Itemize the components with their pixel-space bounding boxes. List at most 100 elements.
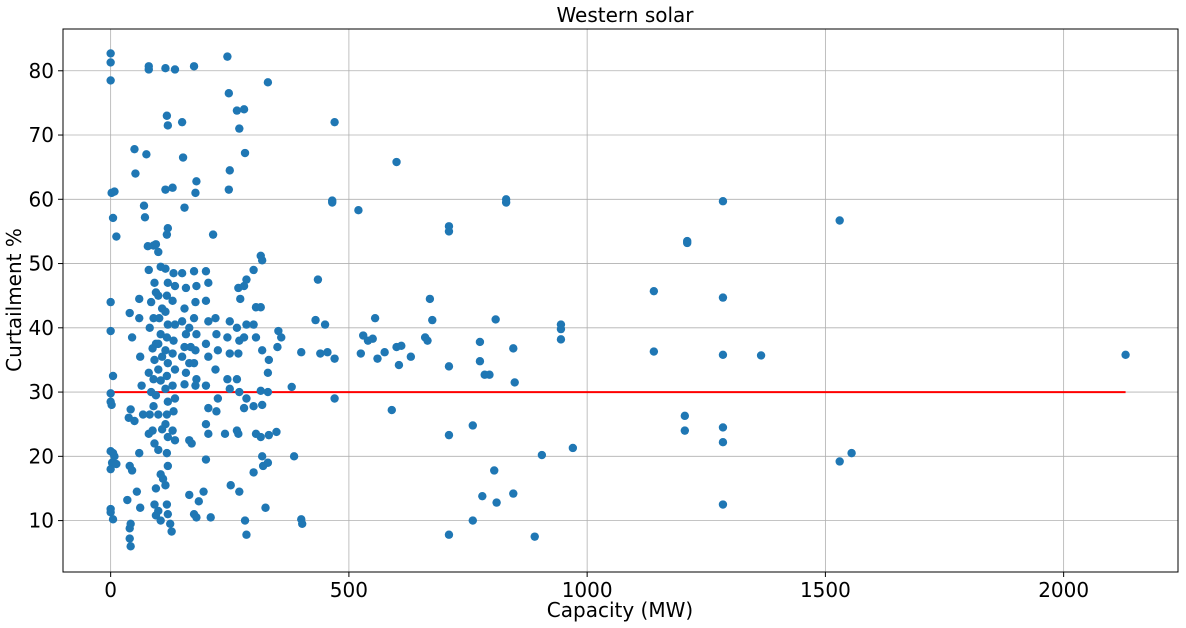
data-point: [106, 49, 115, 58]
data-point: [232, 323, 242, 333]
data-point: [150, 439, 159, 448]
data-point: [161, 420, 170, 429]
data-point: [261, 503, 270, 512]
y-tick-label: 30: [29, 380, 54, 404]
data-point: [239, 281, 249, 291]
data-point: [256, 432, 265, 442]
data-point: [323, 348, 332, 357]
data-point: [148, 426, 157, 435]
data-point: [224, 89, 234, 98]
data-point: [649, 347, 659, 356]
data-point: [225, 384, 234, 394]
data-point: [192, 177, 201, 186]
data-point: [112, 459, 121, 469]
y-tick-label: 80: [29, 59, 54, 83]
data-point: [835, 216, 844, 225]
data-point: [208, 230, 218, 239]
data-point: [257, 452, 267, 461]
data-point: [199, 487, 208, 496]
data-point: [213, 346, 223, 355]
data-point: [273, 342, 282, 352]
data-point: [492, 498, 501, 507]
data-point: [537, 450, 547, 460]
data-point: [127, 466, 137, 475]
y-tick-label: 40: [29, 316, 54, 340]
data-point: [161, 185, 170, 194]
data-point: [123, 495, 132, 505]
data-point: [256, 303, 265, 312]
data-point: [204, 352, 213, 361]
plot-frame: [62, 28, 1179, 573]
data-point: [180, 304, 189, 313]
data-point: [316, 349, 325, 358]
data-point: [298, 519, 307, 529]
data-point: [185, 323, 194, 333]
data-point: [135, 313, 144, 323]
data-point: [135, 352, 145, 361]
x-tick-label: 2000: [1038, 578, 1089, 602]
data-point: [144, 368, 153, 377]
y-axis-ticks: 10 20 30 40 50 60 70 80: [29, 59, 63, 533]
data-point: [177, 352, 187, 361]
data-point: [263, 368, 273, 377]
data-point: [226, 481, 235, 490]
data-point: [108, 213, 118, 223]
data-point: [154, 365, 163, 374]
y-axis-label: Curtailment %: [2, 228, 26, 372]
data-point: [272, 427, 281, 437]
y-tick-label: 20: [29, 444, 54, 468]
data-point: [126, 405, 135, 414]
data-point: [568, 443, 578, 453]
data-point: [156, 376, 165, 385]
data-point: [387, 405, 396, 415]
data-point: [161, 346, 170, 355]
data-point: [154, 410, 163, 419]
data-point: [177, 268, 187, 278]
y-tick-label: 60: [29, 187, 54, 211]
data-point: [225, 349, 234, 358]
data-point: [191, 188, 200, 198]
x-tick-label: 1000: [562, 578, 613, 602]
data-point: [225, 166, 234, 175]
data-point: [142, 150, 151, 159]
data-point: [154, 291, 163, 300]
data-point: [191, 381, 200, 390]
x-tick-label: 0: [104, 578, 117, 602]
data-point: [149, 375, 158, 384]
data-point: [232, 375, 242, 384]
data-point: [161, 481, 170, 490]
data-point: [158, 474, 168, 484]
data-point: [192, 281, 201, 291]
data-point: [189, 267, 199, 276]
data-point: [139, 201, 149, 210]
data-point: [509, 344, 518, 353]
data-point: [201, 455, 211, 464]
chart-title: Western solar: [556, 3, 694, 27]
data-point: [161, 264, 170, 273]
data-point: [501, 198, 511, 207]
data-point: [161, 307, 170, 316]
data-point: [211, 365, 220, 374]
data-point: [106, 508, 115, 517]
data-point: [131, 169, 140, 178]
data-point: [201, 420, 211, 429]
data-point: [162, 111, 172, 120]
data-point: [201, 296, 211, 306]
data-point: [264, 430, 274, 440]
data-point: [177, 317, 187, 326]
data-point: [106, 389, 115, 398]
data-point: [185, 490, 194, 500]
y-tick-label: 10: [29, 509, 54, 533]
data-point: [163, 397, 173, 406]
data-point: [356, 349, 366, 358]
data-point: [149, 402, 158, 411]
data-point: [106, 326, 115, 336]
data-point: [170, 436, 180, 445]
data-point: [491, 315, 500, 324]
x-axis-ticks: 0 500 1000 1500 2000: [104, 572, 1089, 602]
y-tick-label: 70: [29, 123, 54, 147]
data-point: [718, 500, 728, 509]
data-point: [206, 513, 215, 522]
data-point: [180, 380, 189, 389]
